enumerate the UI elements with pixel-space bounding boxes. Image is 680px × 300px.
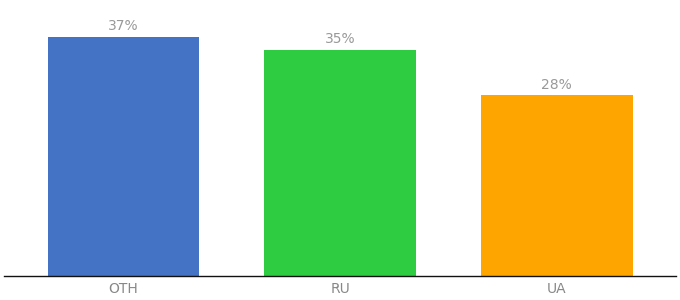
- Bar: [264, 50, 416, 276]
- Text: 35%: 35%: [324, 32, 356, 46]
- Text: 28%: 28%: [541, 78, 572, 92]
- Text: 37%: 37%: [108, 19, 139, 33]
- Bar: [48, 37, 199, 276]
- Bar: [481, 95, 632, 276]
